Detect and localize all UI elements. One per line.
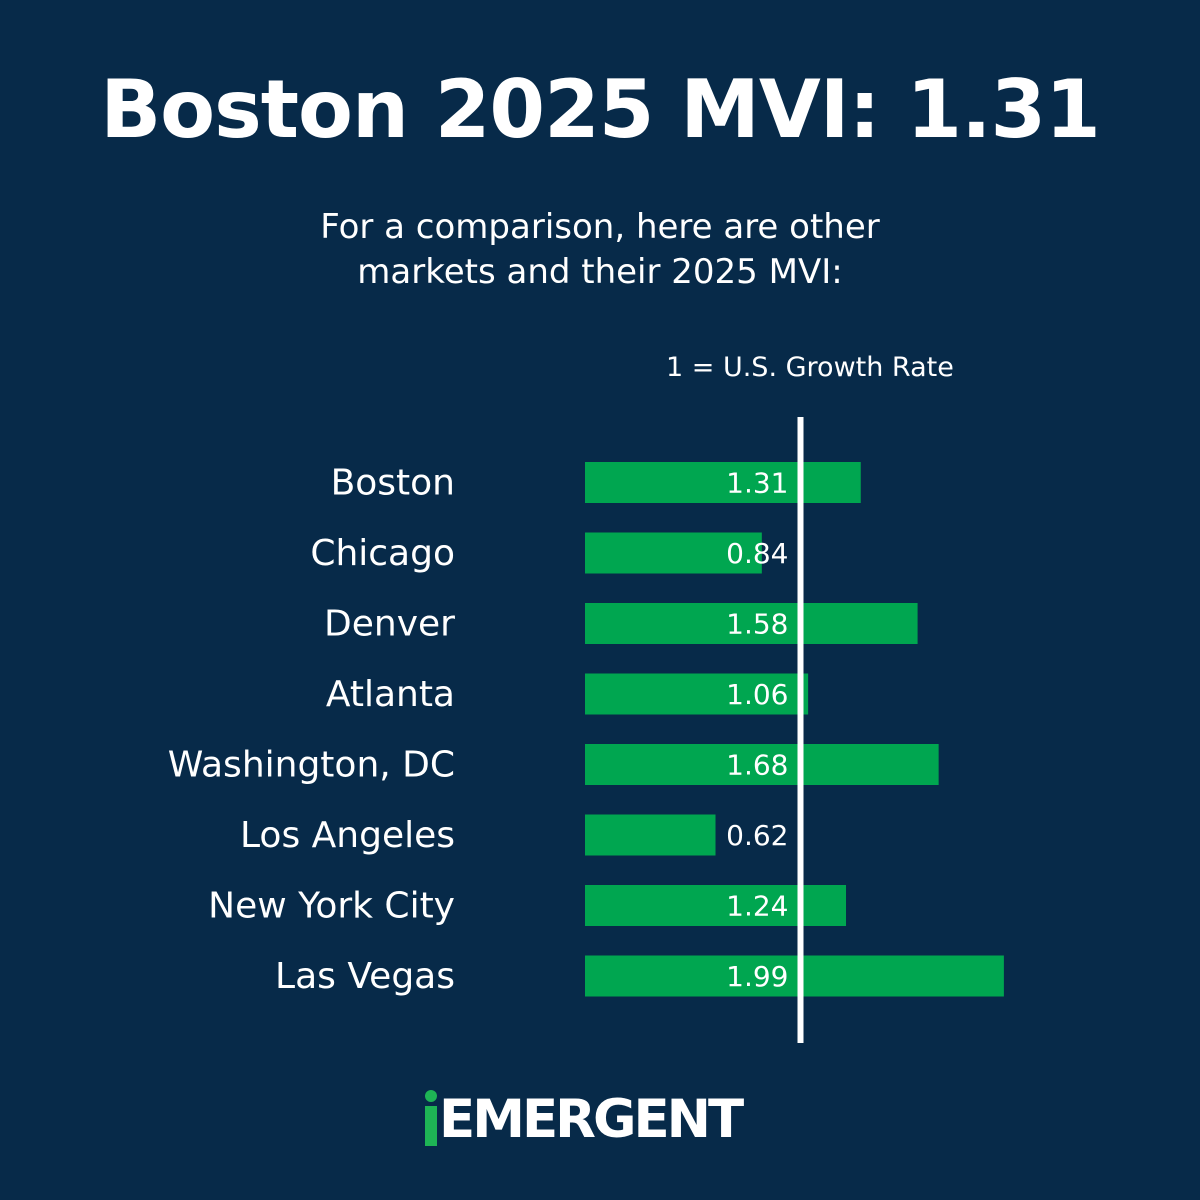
bar-4 <box>585 744 939 785</box>
value-label-0: 1.31 <box>726 467 788 500</box>
category-label-1: Chicago <box>310 533 455 574</box>
value-label-3: 1.06 <box>726 678 788 711</box>
category-label-0: Boston <box>331 463 455 504</box>
bar-1 <box>585 532 762 574</box>
bar-6 <box>585 885 847 926</box>
bar-3 <box>585 673 809 715</box>
subtitle-line-2: markets and their 2025 MVI: <box>357 252 843 292</box>
reference-line <box>797 417 804 1043</box>
bar-7 <box>585 955 1004 997</box>
value-label-5: 0.62 <box>726 819 788 852</box>
subtitle: For a comparison, here are other markets… <box>300 205 900 295</box>
category-label-4: Washington, DC <box>168 745 455 786</box>
bar-0 <box>585 462 861 503</box>
value-label-7: 1.99 <box>726 960 788 993</box>
category-label-2: Denver <box>324 604 455 645</box>
logo-text: EMERGENT <box>439 1089 744 1150</box>
page-title: Boston 2025 MVI: 1.31 <box>100 63 1101 156</box>
category-label-7: Las Vegas <box>275 956 455 997</box>
logo-i-stem <box>425 1106 437 1146</box>
value-label-1: 0.84 <box>726 537 788 570</box>
category-label-3: Atlanta <box>326 674 455 715</box>
logo-i-dot <box>425 1090 437 1102</box>
reference-line-label: 1 = U.S. Growth Rate <box>666 352 954 383</box>
bar-2 <box>585 603 918 644</box>
category-label-6: New York City <box>208 886 455 927</box>
bar-5 <box>585 814 716 856</box>
iemergent-logo: EMERGENT <box>425 1090 775 1150</box>
subtitle-line-1: For a comparison, here are other <box>320 207 880 247</box>
value-label-4: 1.68 <box>726 749 788 782</box>
value-label-2: 1.58 <box>726 608 788 641</box>
category-label-5: Los Angeles <box>240 815 455 856</box>
value-label-6: 1.24 <box>726 890 788 923</box>
